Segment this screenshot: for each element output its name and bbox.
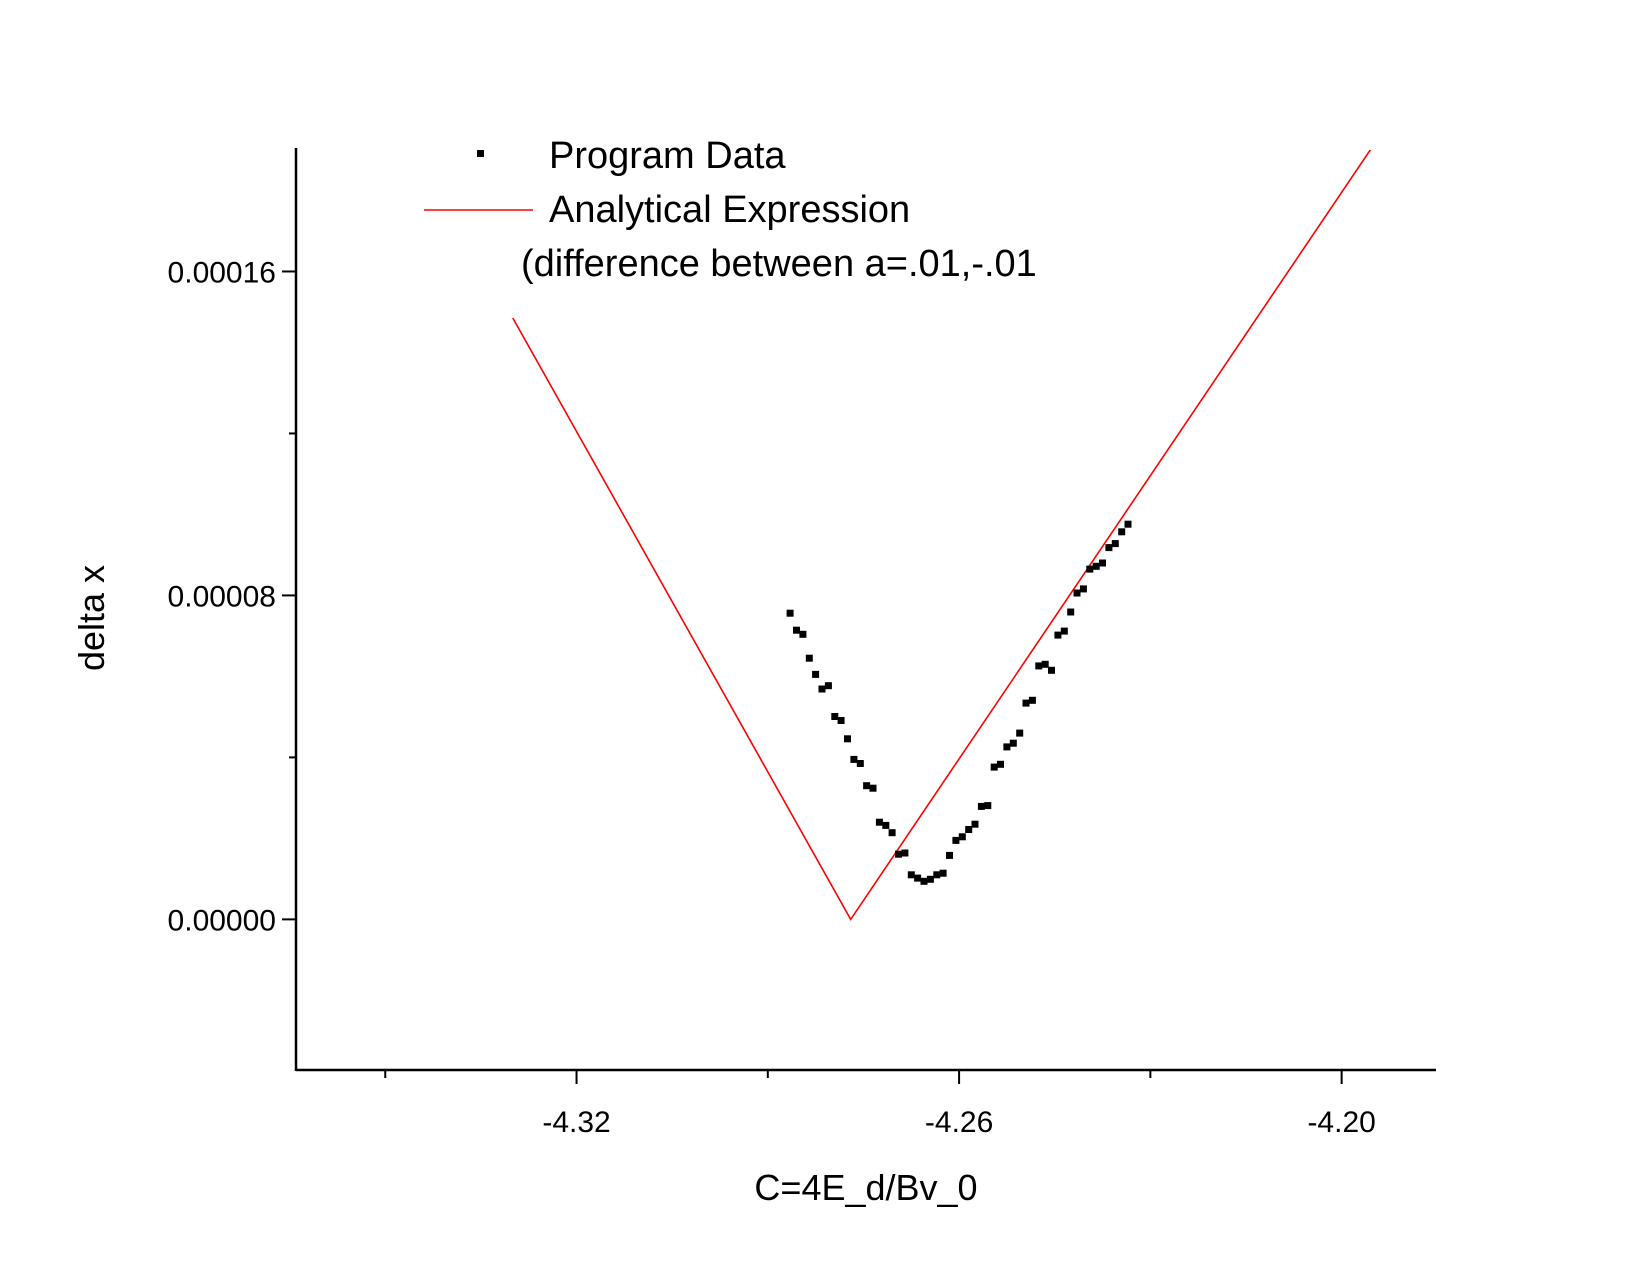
program-data-point xyxy=(895,850,902,858)
x-axis-title: C=4E_d/Bv_0 xyxy=(754,1167,977,1208)
x-tick-label: -4.26 xyxy=(925,1106,993,1139)
analytical-expression-line xyxy=(512,150,1372,921)
program-data-point xyxy=(946,851,953,859)
program-data-point xyxy=(977,802,985,810)
program-data-point xyxy=(1067,608,1075,616)
program-data-point xyxy=(1041,660,1049,668)
program-data-point xyxy=(926,875,934,883)
y-axis-title: delta x xyxy=(71,565,112,671)
program-data-point xyxy=(1028,696,1036,704)
program-data-point xyxy=(965,826,973,833)
program-data-point xyxy=(1086,565,1094,573)
program-data-point xyxy=(805,654,813,662)
program-data-point xyxy=(1124,520,1132,528)
program-data-point xyxy=(831,713,839,720)
x-tick-label: -4.20 xyxy=(1307,1106,1375,1139)
program-data-point xyxy=(856,760,864,767)
program-data-point xyxy=(990,763,998,771)
program-data-point xyxy=(997,760,1004,768)
y-axis-ticks: 0.00000 0.00008 0.00016 xyxy=(168,256,296,937)
program-data-point xyxy=(1118,528,1126,536)
y-tick-label: 0.00008 xyxy=(168,580,276,613)
program-data-point xyxy=(933,871,941,879)
program-data-point xyxy=(812,670,820,678)
program-data-point xyxy=(971,820,979,828)
program-data-point xyxy=(882,821,890,829)
program-data-point xyxy=(920,877,928,885)
legend-label-analytical-expression: Analytical Expression xyxy=(549,189,910,231)
program-data-point xyxy=(818,685,826,693)
program-data-point xyxy=(869,784,877,792)
program-data-point xyxy=(1009,739,1017,747)
program-data-point xyxy=(958,833,966,841)
legend-background xyxy=(410,130,1210,310)
program-data-point xyxy=(850,755,858,763)
program-data-point xyxy=(984,802,992,810)
program-data-point xyxy=(1073,589,1081,597)
program-data-point xyxy=(1016,729,1024,737)
program-data-point xyxy=(1022,699,1030,707)
program-data-point xyxy=(1003,743,1011,751)
legend-marker-program-data xyxy=(477,150,484,157)
program-data-point xyxy=(907,871,915,879)
program-data-point xyxy=(863,782,871,790)
program-data-point xyxy=(901,849,909,857)
program-data-point xyxy=(1105,544,1113,552)
program-data-point xyxy=(1111,540,1119,548)
program-data-point xyxy=(875,818,883,826)
program-data-point xyxy=(1060,627,1068,635)
program-data-point xyxy=(939,869,947,877)
program-data-point xyxy=(952,836,960,844)
program-data-point xyxy=(1092,562,1100,570)
legend: Program Data Analytical Expression (diff… xyxy=(424,135,1037,285)
legend-note: (difference between a=.01,-.01 xyxy=(521,243,1037,285)
y-tick-label: 0.00000 xyxy=(168,904,276,937)
program-data-point xyxy=(1048,666,1055,674)
program-data-point xyxy=(837,717,845,724)
program-data-point xyxy=(1035,662,1043,670)
analytical-expression-series xyxy=(512,150,1372,921)
program-data-point xyxy=(1079,585,1087,593)
y-tick-label: 0.00016 xyxy=(168,256,276,289)
legend-label-program-data: Program Data xyxy=(549,135,786,177)
x-tick-label: -4.32 xyxy=(542,1106,610,1139)
program-data-point xyxy=(1054,631,1062,639)
program-data-point xyxy=(793,626,800,634)
program-data-point xyxy=(824,682,832,690)
program-data-point xyxy=(844,735,851,743)
program-data-point xyxy=(786,609,794,617)
program-data-point xyxy=(1099,559,1106,567)
program-data-series xyxy=(786,520,1132,885)
program-data-point xyxy=(888,829,896,837)
x-axis-ticks: -4.32 -4.26 -4.20 xyxy=(384,1070,1376,1139)
program-data-point xyxy=(799,630,807,638)
program-data-point xyxy=(914,874,922,882)
